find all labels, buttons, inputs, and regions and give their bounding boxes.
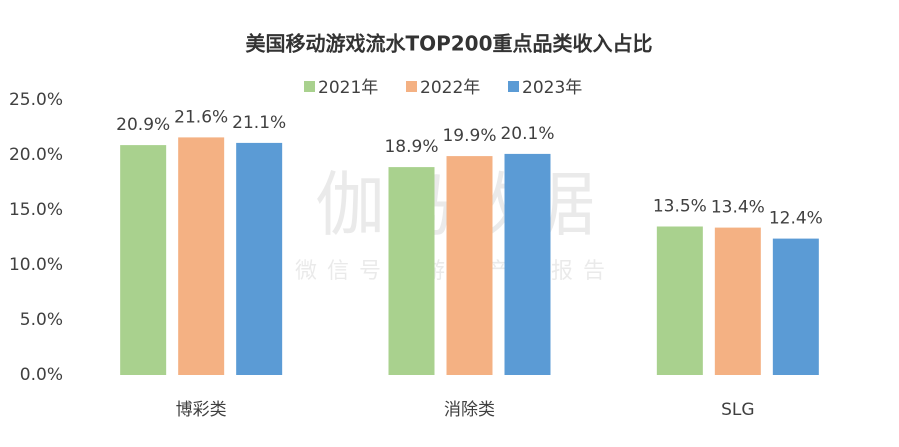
bar <box>236 142 283 375</box>
x-tick-label: SLG <box>721 400 754 420</box>
chart-title: 美国移动游戏流水TOP200重点品类收入占比 <box>245 32 652 56</box>
legend-label: 2021年 <box>318 78 378 98</box>
bar <box>714 227 761 375</box>
value-label: 12.4% <box>769 209 823 229</box>
y-tick-label: 10.0% <box>9 255 63 275</box>
legend-swatch <box>406 81 417 92</box>
value-label: 21.1% <box>232 113 286 133</box>
bar <box>446 156 493 375</box>
x-tick-label: 博彩类 <box>176 400 227 420</box>
value-label: 18.9% <box>384 137 438 157</box>
value-label: 20.1% <box>500 124 554 144</box>
bar <box>120 145 167 375</box>
legend-label: 2022年 <box>420 78 480 98</box>
value-label: 20.9% <box>116 115 170 135</box>
value-label: 19.9% <box>442 126 496 146</box>
x-tick-label: 消除类 <box>444 400 495 420</box>
value-label: 13.5% <box>653 197 707 217</box>
bar <box>504 153 551 375</box>
legend-swatch <box>508 81 519 92</box>
legend-label: 2023年 <box>522 78 582 98</box>
y-tick-label: 20.0% <box>9 145 63 165</box>
legend-swatch <box>304 81 315 92</box>
bar <box>178 137 225 375</box>
bar <box>388 167 435 375</box>
bar <box>656 226 703 375</box>
y-tick-label: 5.0% <box>20 310 63 330</box>
bar <box>772 238 819 375</box>
y-tick-label: 25.0% <box>9 90 63 110</box>
y-tick-label: 0.0% <box>20 365 63 385</box>
value-label: 21.6% <box>174 107 228 127</box>
value-label: 13.4% <box>711 198 765 218</box>
y-tick-label: 15.0% <box>9 200 63 220</box>
